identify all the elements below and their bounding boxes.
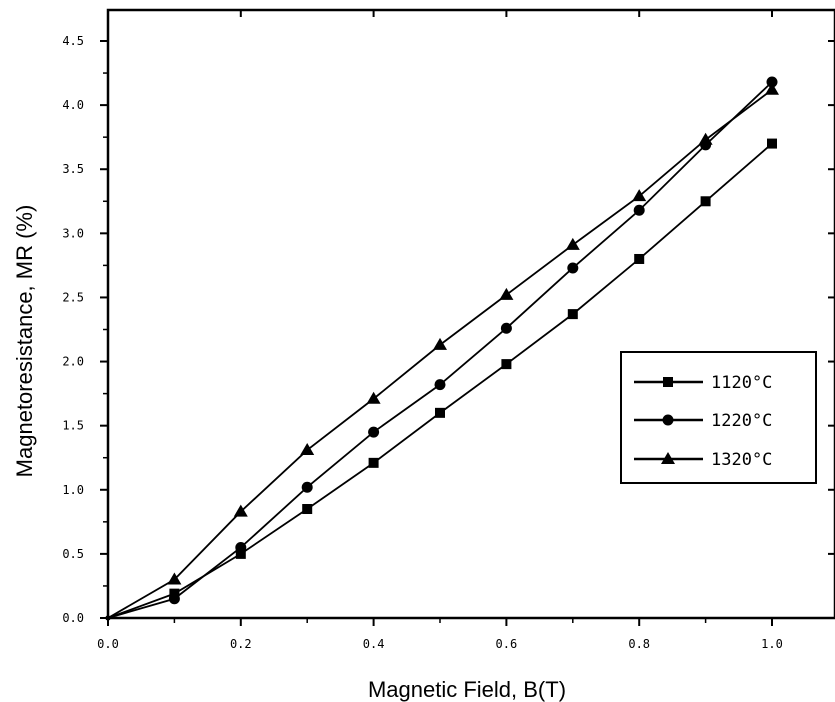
y-axis-title: Magnetoresistance, MR (%) bbox=[12, 205, 37, 478]
legend-item-1120: 1120°C bbox=[634, 373, 772, 393]
series-square bbox=[105, 138, 777, 621]
series-layer bbox=[105, 76, 779, 621]
data-point-circle bbox=[766, 76, 778, 88]
legend-sample-1320 bbox=[634, 452, 703, 464]
axes: 0.0 0.2 0.4 0.6 0.8 1.0 0.0 0.5 1.0 1.5 2.0 2.5 3.0 3… bbox=[62, 8, 835, 651]
data-point-triangle bbox=[698, 132, 713, 145]
data-point-circle bbox=[567, 262, 579, 274]
data-point-triangle bbox=[565, 237, 580, 250]
legend-item-1220: 1220°C bbox=[634, 411, 772, 431]
x-tick-label: 1.0 bbox=[761, 637, 783, 651]
legend-sample-1220 bbox=[634, 414, 703, 426]
series-triangle bbox=[105, 82, 779, 621]
y-tick-label: 4.0 bbox=[62, 98, 84, 112]
data-point-circle bbox=[168, 593, 180, 605]
x-tick-label: 0.6 bbox=[496, 637, 518, 651]
data-point-circle bbox=[500, 322, 512, 334]
legend-marker-triangle bbox=[661, 452, 675, 464]
y-tick-label: 2.0 bbox=[62, 355, 84, 369]
data-point-circle bbox=[301, 481, 313, 493]
y-tick-label: 1.0 bbox=[62, 483, 84, 497]
data-point-triangle bbox=[765, 82, 779, 95]
x-tick-label: 0.0 bbox=[97, 637, 119, 651]
series-circle bbox=[105, 76, 778, 621]
legend-box bbox=[620, 351, 817, 484]
data-point-square bbox=[501, 359, 512, 370]
data-point-triangle bbox=[300, 443, 315, 456]
data-point-square bbox=[767, 138, 777, 149]
data-point-square bbox=[435, 407, 445, 418]
plot-frame bbox=[106, 8, 835, 620]
y-tick-label: 0.5 bbox=[62, 547, 84, 561]
y-tick-label: 1.5 bbox=[62, 419, 84, 433]
legend-label-1320: 1320°C bbox=[711, 450, 772, 470]
x-axis-title: Magnetic Field, B(T) bbox=[368, 677, 566, 702]
legend-marker-circle bbox=[662, 414, 674, 426]
legend: 1120°C 1220°C 1320°C bbox=[620, 351, 817, 484]
data-point-origin bbox=[105, 615, 111, 621]
data-point-square bbox=[567, 309, 578, 320]
y-tick-label: 2.5 bbox=[62, 290, 84, 304]
x-tick-label: 0.4 bbox=[363, 637, 385, 651]
legend-label-1120: 1120°C bbox=[711, 373, 772, 393]
legend-sample-1120 bbox=[634, 377, 703, 387]
data-point-circle bbox=[434, 379, 446, 391]
data-point-circle bbox=[633, 204, 645, 216]
data-point-circle bbox=[235, 541, 247, 553]
data-point-square bbox=[235, 548, 246, 559]
data-point-triangle bbox=[233, 504, 248, 517]
data-point-square bbox=[634, 253, 645, 264]
data-point-square bbox=[368, 457, 379, 468]
data-point-triangle bbox=[632, 189, 647, 202]
legend-label-1220: 1220°C bbox=[711, 411, 772, 431]
y-tick-label: 3.5 bbox=[62, 162, 84, 176]
data-point-square bbox=[700, 196, 711, 207]
data-point-square bbox=[302, 504, 313, 515]
data-point-triangle bbox=[499, 287, 514, 300]
legend-item-1320: 1320°C bbox=[634, 450, 772, 470]
y-tick-label: 3.0 bbox=[62, 226, 84, 240]
legend-marker-square bbox=[663, 377, 673, 387]
x-tick-label: 0.8 bbox=[628, 637, 650, 651]
y-tick-label: 0.0 bbox=[62, 611, 84, 625]
data-point-triangle bbox=[366, 391, 381, 404]
data-point-triangle bbox=[167, 572, 182, 585]
data-point-circle bbox=[368, 426, 380, 438]
x-tick-label: 0.2 bbox=[230, 637, 252, 651]
y-tick-label: 4.5 bbox=[62, 34, 84, 48]
data-point-triangle bbox=[433, 337, 447, 350]
